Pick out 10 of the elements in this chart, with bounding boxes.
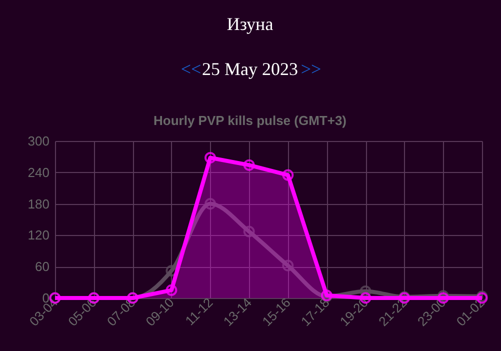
text: << [180,59,202,79]
y-tick-label: 240 [28,164,50,180]
y-tick-label: 120 [28,228,50,243]
chart-title: Hourly PVP kills pulse (GMT+3) [153,113,347,128]
y-tick-label: 180 [28,196,50,212]
text: Изуна [226,14,274,34]
y-tick-label: 300 [28,134,50,148]
text: 25 May 2023 [202,59,298,79]
y-tick-label: 60 [35,259,50,274]
text: >> [300,59,322,79]
